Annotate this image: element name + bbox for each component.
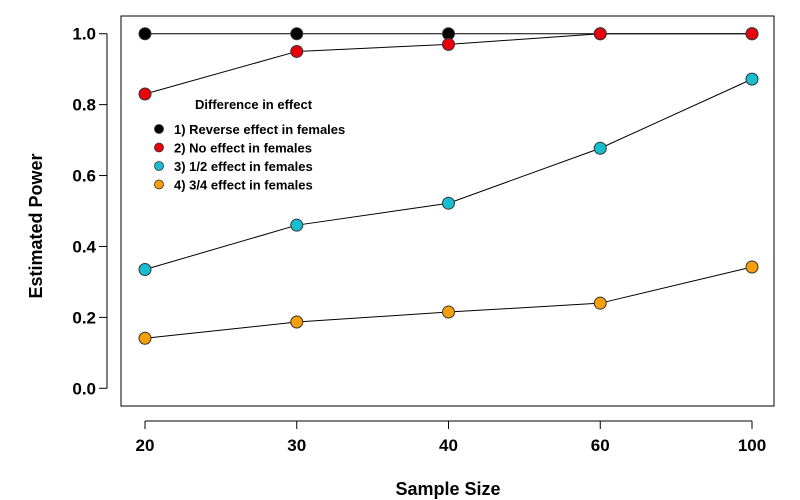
legend: Difference in effect 1) Reverse effect i… xyxy=(154,97,345,193)
y-tick-label: 0.2 xyxy=(72,308,96,327)
data-point xyxy=(745,27,759,41)
legend-marker xyxy=(154,179,164,190)
y-tick-label: 1.0 xyxy=(72,25,96,44)
plot-frame xyxy=(120,15,775,407)
data-point xyxy=(593,141,607,155)
x-tick-label: 100 xyxy=(738,436,766,455)
series-line xyxy=(144,266,753,339)
series-points xyxy=(138,27,759,345)
data-point xyxy=(290,218,304,232)
y-axis: 0.0 0.2 0.4 0.6 0.8 1.0 xyxy=(72,25,108,398)
y-tick-label: 0.6 xyxy=(72,167,96,186)
data-point xyxy=(138,263,152,276)
legend-label: 1) Reverse effect in females xyxy=(174,122,345,137)
data-point xyxy=(442,196,455,210)
data-point xyxy=(138,87,152,101)
legend-title: Difference in effect xyxy=(195,97,313,112)
y-axis-title: Estimated Power xyxy=(26,153,46,298)
data-point xyxy=(138,331,152,345)
legend-marker xyxy=(154,124,164,134)
data-point xyxy=(138,27,152,41)
legend-label: 2) No effect in females xyxy=(174,141,312,156)
legend-label: 3) 1/2 effect in females xyxy=(174,159,313,174)
data-point xyxy=(745,260,759,274)
data-point xyxy=(290,27,304,41)
legend-marker xyxy=(154,161,164,171)
data-point xyxy=(745,72,759,86)
data-point xyxy=(442,305,455,319)
x-tick-label: 40 xyxy=(439,436,458,455)
data-point xyxy=(290,315,304,329)
x-axis: 20 30 40 60 100 xyxy=(136,420,766,455)
x-tick-label: 20 xyxy=(136,436,155,455)
x-tick-label: 60 xyxy=(591,436,610,455)
x-tick-label: 30 xyxy=(287,436,306,455)
data-point xyxy=(290,44,304,58)
data-point xyxy=(593,27,607,41)
legend-label: 4) 3/4 effect in females xyxy=(174,178,313,193)
y-tick-label: 0.4 xyxy=(72,237,96,256)
data-point xyxy=(442,37,455,51)
y-tick-label: 0.8 xyxy=(72,96,96,115)
y-tick-label: 0.0 xyxy=(72,379,96,398)
data-point xyxy=(593,296,607,310)
x-axis-title: Sample Size xyxy=(395,479,500,499)
legend-marker xyxy=(154,142,164,153)
